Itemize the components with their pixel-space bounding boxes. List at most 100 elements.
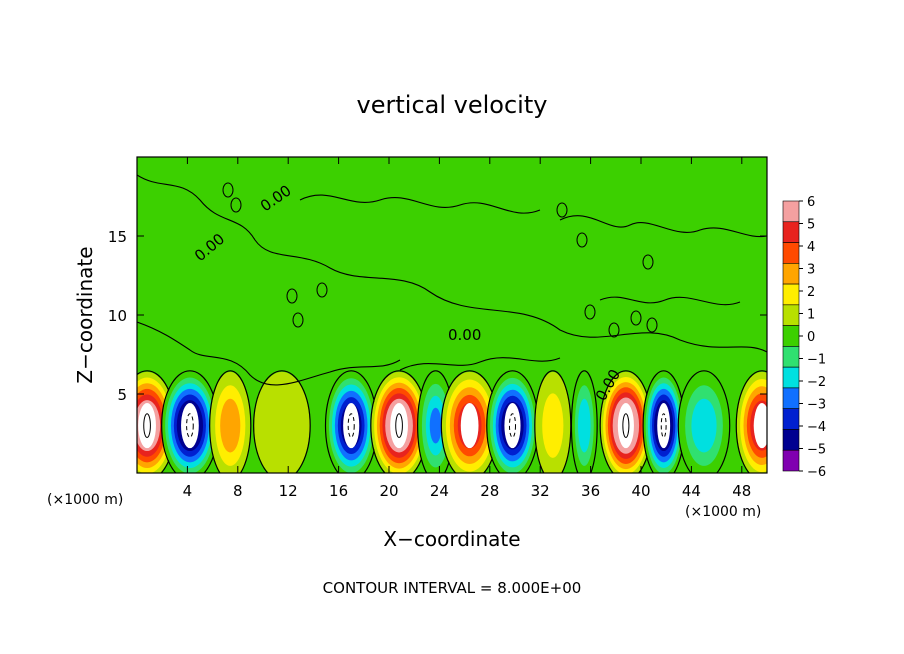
colorbar-label: 5 (807, 218, 815, 233)
zero-contour-loop (646, 317, 658, 333)
zero-contours (137, 174, 767, 386)
y-tick-label: 15 (108, 228, 127, 246)
x-tick-label: 44 (682, 482, 701, 500)
x-tick-label: 48 (732, 482, 751, 500)
colorbar-label: −2 (807, 375, 826, 390)
velocity-cell (599, 370, 653, 473)
colorbar-swatch (782, 408, 800, 430)
cell-core (181, 403, 199, 449)
zero-contour-line (137, 321, 401, 386)
zero-contour-loop (608, 322, 620, 338)
colorbar-label: 3 (807, 263, 815, 278)
colorbar-label: −5 (807, 443, 826, 458)
cell-ring (542, 393, 564, 458)
colorbar-swatch (782, 346, 800, 368)
cell-core (504, 403, 521, 449)
chart-title: vertical velocity (357, 91, 548, 119)
y-tick-label: 10 (108, 307, 127, 325)
colorbar-swatch (782, 325, 800, 347)
contour-interval-note: CONTOUR INTERVAL = 8.000E+00 (323, 579, 582, 597)
colorbar-swatch (782, 242, 800, 264)
colorbar-swatch (782, 387, 800, 409)
colorbar-label: −4 (807, 420, 826, 435)
cell-core (657, 403, 671, 449)
colorbar-label: −6 (807, 465, 826, 480)
x-tick-label: 32 (531, 482, 550, 500)
zero-contour-loop (286, 288, 298, 304)
cell-ring (254, 371, 310, 473)
zero-contour-line (137, 174, 767, 353)
colorbar-label: 6 (807, 195, 815, 210)
colorbar-label: −3 (807, 398, 826, 413)
y-tick-label: 5 (117, 386, 127, 404)
velocity-cells (137, 370, 767, 473)
velocity-cell (486, 370, 539, 473)
zero-contour-loop (630, 310, 642, 326)
x-tick-label: 24 (430, 482, 449, 500)
zero-contour-loop (642, 254, 654, 270)
velocity-cell (570, 370, 598, 473)
x-tick-label: 20 (379, 482, 398, 500)
x-tick-label: 16 (329, 482, 348, 500)
cell-ring (578, 398, 591, 453)
colorbar-swatch (782, 429, 800, 451)
x-tick-label: 36 (581, 482, 600, 500)
x-axis-label: X−coordinate (383, 527, 520, 551)
velocity-cell (735, 370, 767, 473)
cell-core (343, 403, 360, 449)
cell-core-contour (347, 413, 355, 438)
x-tick-label: 28 (480, 482, 499, 500)
cell-core-contour (395, 413, 403, 438)
x-tick-label: 40 (631, 482, 650, 500)
colorbar-label: 4 (807, 240, 815, 255)
colorbar: 6 5 4 3 2 1 0 −1 −2 −3 −4 −5 −6 (782, 195, 826, 480)
velocity-cell (324, 370, 378, 473)
cell-ring (691, 398, 717, 453)
cell-core-contour (508, 413, 517, 438)
cell-core (460, 403, 479, 449)
colorbar-label: −1 (807, 353, 826, 368)
cell-core (390, 403, 408, 449)
cell-outline (209, 370, 252, 473)
zero-contour-loop (316, 282, 328, 298)
colorbar-swatch (782, 221, 800, 243)
x-tick-label: 8 (233, 482, 243, 500)
colorbar-label: 1 (807, 308, 815, 323)
colorbar-label: 0 (807, 330, 815, 345)
cell-core (753, 403, 767, 449)
zero-contour-loop (230, 197, 242, 213)
cell-outline (677, 370, 731, 473)
x-unit-right: (×1000 m) (685, 504, 761, 520)
cell-core-contour (622, 413, 630, 438)
velocity-cell (370, 370, 428, 473)
colorbar-swatch (782, 283, 800, 306)
velocity-cell (642, 370, 685, 473)
cell-core-contour (186, 413, 194, 438)
colorbar-swatch (782, 200, 800, 223)
cell-ring (429, 407, 442, 444)
cell-outline (253, 370, 311, 473)
zero-contour-line (559, 215, 767, 238)
x-axis: 4 8 12 16 20 24 28 32 36 40 44 48 (183, 157, 751, 500)
velocity-cell (440, 370, 499, 473)
velocity-cell (209, 370, 252, 473)
velocity-cell (253, 370, 311, 473)
cell-core (617, 403, 634, 449)
zero-contour-loop (556, 202, 568, 218)
x-tick-label: 12 (279, 482, 298, 500)
velocity-cell (534, 370, 572, 473)
zero-contour-loop (292, 312, 304, 328)
cell-ring (220, 398, 241, 453)
colorbar-swatch (782, 366, 800, 389)
colorbar-swatch (782, 304, 800, 326)
y-axis-label: Z−coordinate (73, 246, 97, 383)
zero-contour-line (299, 194, 541, 214)
zero-contour-line (599, 296, 741, 306)
plot-area (137, 157, 767, 473)
velocity-cell (161, 370, 219, 473)
zero-contour-loop (576, 232, 588, 248)
colorbar-swatch (782, 263, 800, 285)
zero-contour-loop (584, 304, 596, 320)
contour-label: 0.00 (448, 326, 481, 344)
